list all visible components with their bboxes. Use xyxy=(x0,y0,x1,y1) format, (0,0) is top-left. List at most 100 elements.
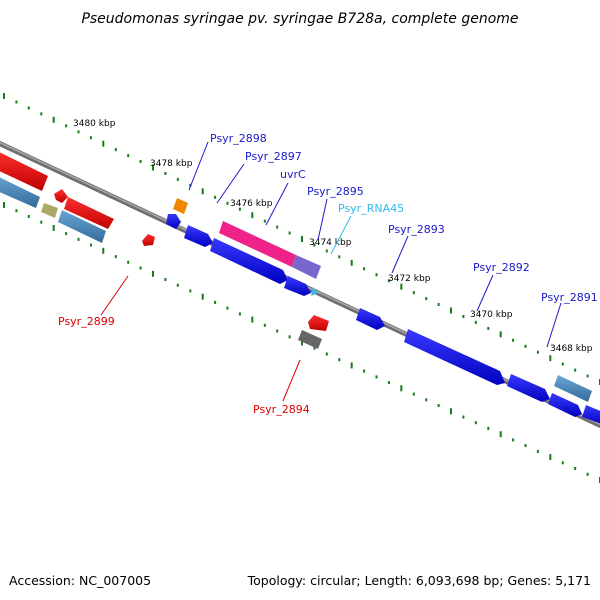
tick-mark xyxy=(574,467,577,470)
tick-mark xyxy=(89,136,92,140)
tick-mark xyxy=(325,249,328,253)
tick-mark xyxy=(437,404,440,407)
gene-feature[interactable] xyxy=(166,214,181,229)
tick-mark xyxy=(524,344,527,348)
tick-mark xyxy=(487,326,490,330)
gene-feature[interactable] xyxy=(210,238,288,284)
gene-feature[interactable] xyxy=(142,234,155,246)
tick-mark xyxy=(102,247,105,254)
tick-mark xyxy=(77,237,80,241)
gene-feature[interactable] xyxy=(311,287,318,296)
tick-mark xyxy=(524,444,527,448)
tick-mark xyxy=(40,112,43,116)
gene-label-psyr-2891[interactable]: Psyr_2891 xyxy=(541,291,598,304)
gene-label-psyr-2894[interactable]: Psyr_2894 xyxy=(253,403,310,416)
tick-mark xyxy=(114,148,117,152)
tick-mark xyxy=(276,329,279,333)
tick-mark xyxy=(400,385,403,392)
upper-strand-genes xyxy=(0,150,600,425)
tick-mark xyxy=(450,307,452,314)
tick-mark xyxy=(102,140,105,147)
gene-feature[interactable] xyxy=(284,276,311,296)
gene-feature[interactable] xyxy=(41,203,58,218)
tick-mark xyxy=(214,195,217,199)
gene-label-psyr-2892[interactable]: Psyr_2892 xyxy=(473,261,530,274)
tick-mark xyxy=(561,461,564,465)
gene-feature[interactable] xyxy=(0,175,40,208)
tick-mark xyxy=(226,201,229,205)
tick-mark xyxy=(499,431,502,438)
gene-label-psyr-2899[interactable]: Psyr_2899 xyxy=(58,315,115,328)
gene-label-psyr-2893[interactable]: Psyr_2893 xyxy=(388,223,445,236)
map-title: Pseudomonas syringae pv. syringae B728a,… xyxy=(81,11,518,27)
tick-mark xyxy=(363,267,366,271)
tick-mark xyxy=(201,188,204,195)
tick-mark xyxy=(474,421,477,425)
tick-mark xyxy=(536,449,539,453)
gene-feature[interactable] xyxy=(308,315,329,331)
gene-feature[interactable] xyxy=(54,189,68,203)
accession-text: Accession: NC_007005 xyxy=(9,573,151,588)
tick-mark xyxy=(288,335,291,339)
gene-feature[interactable] xyxy=(58,210,106,243)
gene-label-psyr-2895[interactable]: Psyr_2895 xyxy=(307,185,364,198)
gene-label-uvrc[interactable]: uvrC xyxy=(280,168,306,181)
kbp-label: 3468 kbp xyxy=(550,344,593,354)
tick-mark xyxy=(251,212,254,219)
tick-mark xyxy=(586,472,589,476)
gene-feature[interactable] xyxy=(548,393,582,417)
tick-mark xyxy=(313,346,316,350)
gene-feature[interactable] xyxy=(298,330,322,349)
tick-mark xyxy=(387,381,390,385)
tick-mark xyxy=(574,368,577,372)
tick-mark xyxy=(152,270,154,277)
gene-feature[interactable] xyxy=(64,197,114,229)
tick-mark xyxy=(338,358,341,362)
gene-feature[interactable] xyxy=(507,374,550,402)
tick-mark xyxy=(487,426,490,430)
tick-mark xyxy=(549,355,552,362)
tick-mark xyxy=(425,297,428,301)
tick-mark xyxy=(263,219,266,223)
tick-mark xyxy=(52,116,55,123)
tick-mark xyxy=(27,106,30,110)
tick-mark xyxy=(52,224,55,231)
tick-mark xyxy=(65,124,68,128)
gene-feature[interactable] xyxy=(292,255,321,279)
gene-feature[interactable] xyxy=(582,405,600,425)
gene-label-psyr-rna45[interactable]: Psyr_RNA45 xyxy=(338,202,404,215)
tick-mark xyxy=(499,331,502,338)
tick-mark xyxy=(164,172,167,175)
kbp-label: 3474 kbp xyxy=(309,238,352,248)
gene-label-psyr-2897[interactable]: Psyr_2897 xyxy=(245,150,302,163)
tick-mark xyxy=(313,243,316,247)
tick-mark xyxy=(15,100,18,104)
tick-mark xyxy=(127,154,130,158)
gene-feature[interactable] xyxy=(219,221,296,267)
tick-mark xyxy=(139,160,142,163)
gene-feature[interactable] xyxy=(173,198,188,214)
gene-feature[interactable] xyxy=(356,308,385,330)
tick-mark xyxy=(189,289,192,293)
gene-feature[interactable] xyxy=(404,329,505,385)
gene-feature[interactable] xyxy=(554,375,592,402)
tick-mark xyxy=(201,293,204,300)
topology-text: Topology: circular; Length: 6,093,698 bp… xyxy=(247,573,591,588)
tick-mark xyxy=(462,415,465,419)
kbp-label: 3470 kbp xyxy=(470,310,513,320)
gene-label-psyr-2898[interactable]: Psyr_2898 xyxy=(210,132,267,145)
tick-mark xyxy=(512,338,515,342)
tick-mark xyxy=(350,259,353,266)
tick-mark xyxy=(263,323,266,327)
tick-mark xyxy=(561,362,564,366)
tick-mark xyxy=(89,243,92,247)
tick-mark xyxy=(437,303,440,306)
tick-mark xyxy=(450,408,452,415)
gene-feature[interactable] xyxy=(0,150,48,191)
gene-feature[interactable] xyxy=(184,225,213,247)
tick-mark xyxy=(15,209,18,213)
tick-mark xyxy=(214,300,217,304)
tick-mark xyxy=(127,260,130,264)
kbp-label: 3476 kbp xyxy=(230,199,273,209)
tick-mark xyxy=(276,225,279,229)
